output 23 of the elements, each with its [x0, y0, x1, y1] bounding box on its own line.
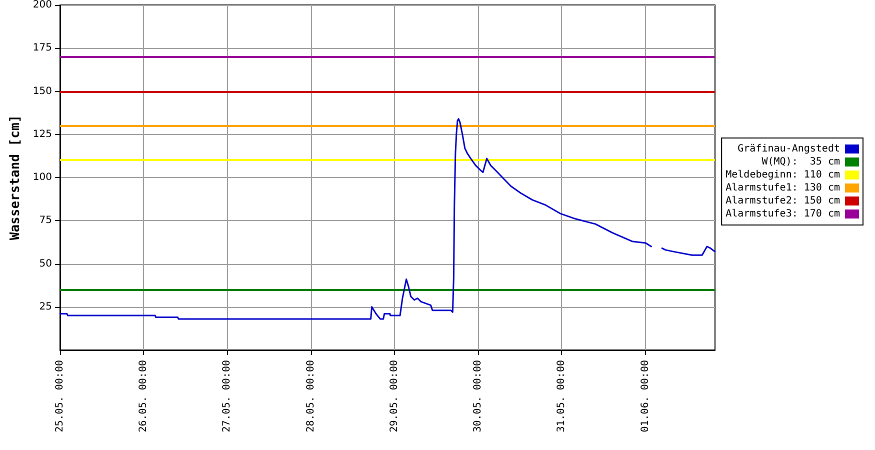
- x-tick-label: 01.06. 00:00: [640, 360, 651, 432]
- y-tick-label: 50: [39, 258, 52, 270]
- x-tick-label: 28.05. 00:00: [305, 360, 316, 432]
- y-tick-label: 150: [32, 86, 52, 97]
- legend-label: Alarmstufe3: 170 cm: [726, 208, 840, 220]
- x-tick-label: 29.05. 00:00: [388, 360, 400, 432]
- x-tick-label: 25.05. 00:00: [54, 360, 66, 432]
- x-tick-label: 26.05. 00:00: [138, 360, 150, 432]
- y-tick-label: 100: [32, 172, 52, 183]
- x-tick-label: 30.05. 00:00: [472, 360, 484, 432]
- legend-label: Alarmstufe1: 130 cm: [726, 182, 840, 194]
- y-tick-label: 200: [32, 0, 52, 10]
- x-tick-label: 31.05. 00:00: [556, 360, 568, 432]
- legend-label: W(MQ): 35 cm: [762, 156, 840, 168]
- y-tick-label: 75: [39, 215, 52, 226]
- legend-label: Gräfinau-Angstedt: [738, 144, 840, 154]
- legend-label: Meldebeginn: 110 cm: [726, 170, 840, 180]
- x-tick-label: 27.05. 00:00: [222, 360, 233, 432]
- y-tick-label: 125: [32, 128, 52, 140]
- legend-label: Alarmstufe2: 150 cm: [726, 196, 840, 206]
- y-tick-label: 25: [39, 301, 52, 312]
- y-axis-title: Wasserstand [cm]: [8, 114, 23, 240]
- y-tick-label: 175: [32, 42, 52, 54]
